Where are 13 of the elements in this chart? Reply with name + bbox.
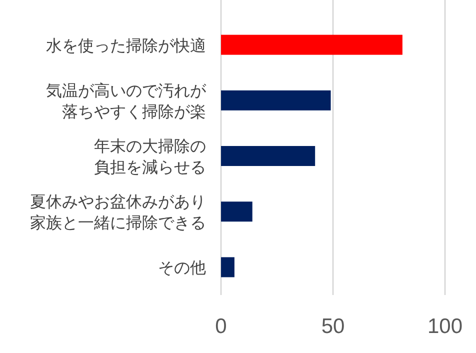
bar [221,257,234,278]
bar [221,90,331,110]
y-tick-label: 年末の大掃除の負担を減らせる [94,138,206,176]
x-tick-label: 50 [321,315,345,338]
bar [221,146,316,166]
bar [221,34,402,55]
x-tick-label: 0 [215,315,227,338]
x-tick-label: 100 [427,315,463,338]
y-tick-label: 夏休みやお盆休みがあり家族と一緒に掃除できる [30,193,206,232]
bar [221,202,252,222]
y-tick-label: 水を使った掃除が快適 [46,36,206,55]
y-tick-label: その他 [158,260,206,278]
y-tick-label: 気温が高いので汚れが落ちやすく掃除が楽 [46,82,207,121]
